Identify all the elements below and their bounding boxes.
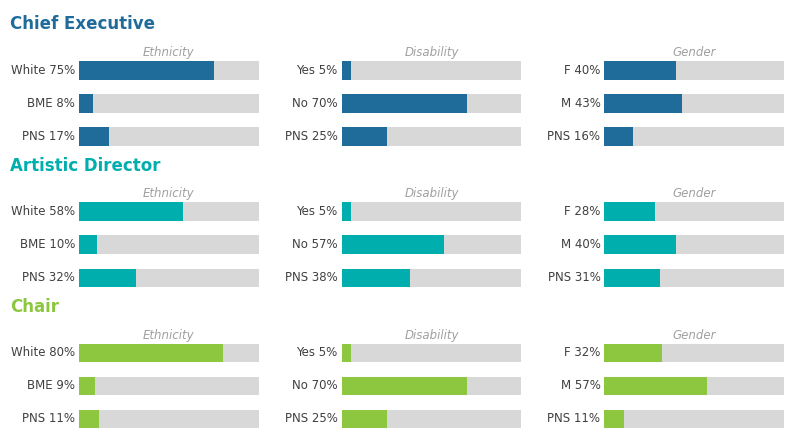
FancyBboxPatch shape bbox=[604, 377, 784, 395]
FancyBboxPatch shape bbox=[342, 344, 350, 362]
FancyBboxPatch shape bbox=[604, 344, 784, 362]
FancyBboxPatch shape bbox=[604, 344, 662, 362]
FancyBboxPatch shape bbox=[604, 235, 676, 254]
FancyBboxPatch shape bbox=[604, 235, 784, 254]
FancyBboxPatch shape bbox=[342, 127, 387, 146]
Text: PNS 31%: PNS 31% bbox=[548, 271, 600, 284]
FancyBboxPatch shape bbox=[342, 377, 467, 395]
Text: Gender: Gender bbox=[672, 329, 716, 341]
FancyBboxPatch shape bbox=[79, 235, 259, 254]
FancyBboxPatch shape bbox=[79, 377, 259, 395]
Text: Ethnicity: Ethnicity bbox=[143, 187, 195, 200]
FancyBboxPatch shape bbox=[342, 269, 410, 287]
Text: Ethnicity: Ethnicity bbox=[143, 329, 195, 341]
Text: Disability: Disability bbox=[404, 187, 458, 200]
Text: M 40%: M 40% bbox=[560, 238, 600, 251]
FancyBboxPatch shape bbox=[342, 410, 522, 428]
FancyBboxPatch shape bbox=[79, 235, 97, 254]
Text: PNS 16%: PNS 16% bbox=[548, 130, 600, 143]
FancyBboxPatch shape bbox=[604, 94, 784, 113]
FancyBboxPatch shape bbox=[342, 410, 387, 428]
FancyBboxPatch shape bbox=[342, 94, 467, 113]
FancyBboxPatch shape bbox=[79, 94, 259, 113]
FancyBboxPatch shape bbox=[342, 344, 522, 362]
FancyBboxPatch shape bbox=[342, 61, 522, 80]
Text: PNS 11%: PNS 11% bbox=[22, 412, 75, 426]
Text: Yes 5%: Yes 5% bbox=[297, 205, 338, 218]
Text: PNS 17%: PNS 17% bbox=[22, 130, 75, 143]
Text: Yes 5%: Yes 5% bbox=[297, 346, 338, 359]
FancyBboxPatch shape bbox=[79, 410, 259, 428]
FancyBboxPatch shape bbox=[79, 61, 259, 80]
FancyBboxPatch shape bbox=[342, 127, 522, 146]
Text: M 43%: M 43% bbox=[560, 97, 600, 110]
FancyBboxPatch shape bbox=[79, 344, 222, 362]
FancyBboxPatch shape bbox=[604, 127, 784, 146]
FancyBboxPatch shape bbox=[604, 61, 784, 80]
FancyBboxPatch shape bbox=[604, 410, 784, 428]
Text: No 70%: No 70% bbox=[292, 97, 338, 110]
Text: White 58%: White 58% bbox=[11, 205, 75, 218]
Text: No 70%: No 70% bbox=[292, 379, 338, 392]
Text: Disability: Disability bbox=[404, 329, 458, 341]
FancyBboxPatch shape bbox=[79, 269, 259, 287]
FancyBboxPatch shape bbox=[342, 235, 444, 254]
Text: Ethnicity: Ethnicity bbox=[143, 46, 195, 59]
Text: PNS 11%: PNS 11% bbox=[548, 412, 600, 426]
FancyBboxPatch shape bbox=[79, 410, 99, 428]
FancyBboxPatch shape bbox=[604, 127, 633, 146]
Text: F 40%: F 40% bbox=[564, 64, 600, 77]
Text: PNS 38%: PNS 38% bbox=[285, 271, 338, 284]
FancyBboxPatch shape bbox=[342, 235, 522, 254]
FancyBboxPatch shape bbox=[604, 410, 624, 428]
Text: BME 10%: BME 10% bbox=[20, 238, 75, 251]
FancyBboxPatch shape bbox=[342, 61, 350, 80]
Text: BME 8%: BME 8% bbox=[27, 97, 75, 110]
FancyBboxPatch shape bbox=[604, 202, 784, 221]
FancyBboxPatch shape bbox=[79, 377, 95, 395]
Text: White 80%: White 80% bbox=[11, 346, 75, 359]
FancyBboxPatch shape bbox=[604, 94, 682, 113]
FancyBboxPatch shape bbox=[342, 94, 522, 113]
FancyBboxPatch shape bbox=[79, 344, 259, 362]
Text: White 75%: White 75% bbox=[11, 64, 75, 77]
Text: F 28%: F 28% bbox=[564, 205, 600, 218]
FancyBboxPatch shape bbox=[342, 377, 522, 395]
FancyBboxPatch shape bbox=[604, 269, 660, 287]
Text: No 57%: No 57% bbox=[292, 238, 338, 251]
FancyBboxPatch shape bbox=[604, 377, 707, 395]
FancyBboxPatch shape bbox=[79, 127, 110, 146]
Text: Artistic Director: Artistic Director bbox=[10, 157, 161, 175]
Text: M 57%: M 57% bbox=[560, 379, 600, 392]
FancyBboxPatch shape bbox=[79, 94, 93, 113]
Text: F 32%: F 32% bbox=[564, 346, 600, 359]
FancyBboxPatch shape bbox=[79, 127, 259, 146]
FancyBboxPatch shape bbox=[604, 269, 784, 287]
FancyBboxPatch shape bbox=[79, 202, 259, 221]
Text: BME 9%: BME 9% bbox=[27, 379, 75, 392]
FancyBboxPatch shape bbox=[79, 61, 214, 80]
Text: Disability: Disability bbox=[404, 46, 458, 59]
FancyBboxPatch shape bbox=[79, 269, 136, 287]
Text: Gender: Gender bbox=[672, 187, 716, 200]
Text: PNS 25%: PNS 25% bbox=[285, 412, 338, 426]
Text: PNS 25%: PNS 25% bbox=[285, 130, 338, 143]
Text: PNS 32%: PNS 32% bbox=[22, 271, 75, 284]
FancyBboxPatch shape bbox=[342, 202, 522, 221]
Text: Yes 5%: Yes 5% bbox=[297, 64, 338, 77]
Text: Chief Executive: Chief Executive bbox=[10, 15, 155, 34]
FancyBboxPatch shape bbox=[342, 269, 522, 287]
FancyBboxPatch shape bbox=[79, 202, 183, 221]
FancyBboxPatch shape bbox=[604, 61, 676, 80]
FancyBboxPatch shape bbox=[604, 202, 655, 221]
FancyBboxPatch shape bbox=[342, 202, 350, 221]
Text: Chair: Chair bbox=[10, 298, 59, 316]
Text: Gender: Gender bbox=[672, 46, 716, 59]
